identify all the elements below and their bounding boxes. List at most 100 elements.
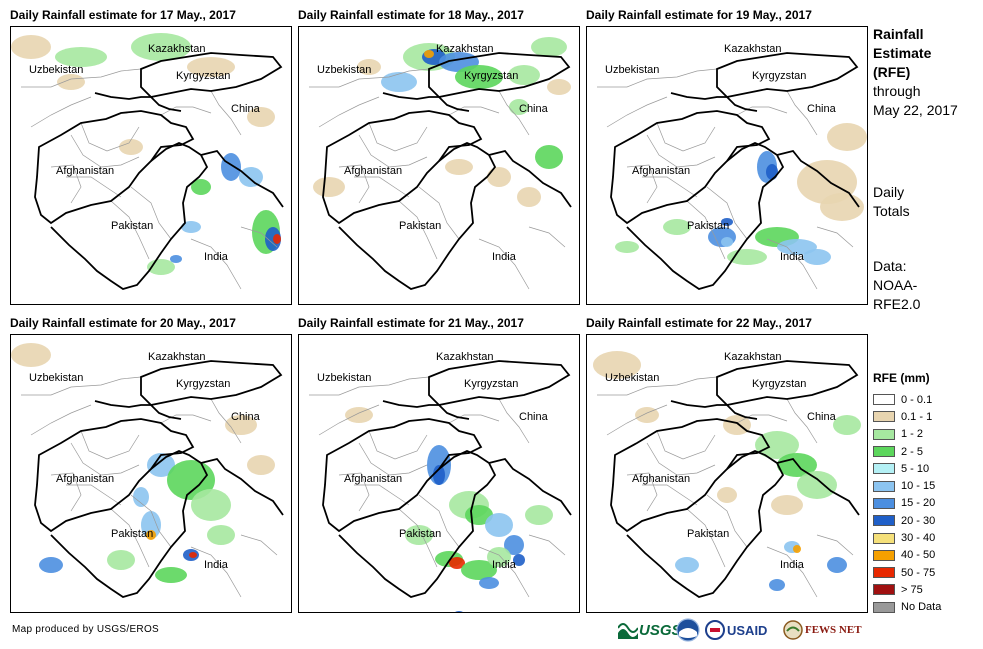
admin-boundary bbox=[240, 534, 278, 556]
noaa-emblem-icon bbox=[676, 618, 700, 642]
legend-item: 0.1 - 1 bbox=[873, 408, 941, 425]
rainfall-area bbox=[769, 579, 785, 591]
rainfall-map: Kazakhstan Uzbekistan Kyrgyzstan China Afgha… bbox=[586, 334, 868, 613]
country-label-india: India bbox=[204, 251, 228, 263]
country-label-pakistan: Pakistan bbox=[111, 220, 154, 232]
rainfall-area bbox=[509, 99, 529, 115]
legend-swatch bbox=[873, 497, 895, 509]
admin-boundary bbox=[190, 546, 242, 598]
rainfall-area bbox=[247, 455, 275, 475]
legend-heading: Rainfall Estimate (RFE) through May 22, … bbox=[873, 25, 983, 120]
rainfall-area bbox=[11, 35, 51, 59]
legend-item: No Data bbox=[873, 599, 941, 616]
admin-boundary bbox=[240, 226, 278, 248]
rainfall-area bbox=[777, 239, 817, 255]
rainfall-area bbox=[717, 487, 737, 503]
totals-line: Totals bbox=[873, 203, 910, 219]
legend-label: 10 - 15 bbox=[901, 480, 936, 493]
admin-boundary bbox=[110, 200, 150, 260]
rainfall-area bbox=[487, 167, 511, 187]
admin-boundary bbox=[656, 122, 716, 152]
admin-boundary bbox=[606, 96, 668, 128]
country-label-china: China bbox=[231, 411, 260, 423]
admin-boundary bbox=[80, 122, 140, 152]
admin-boundary bbox=[30, 96, 92, 128]
panel-title: Daily Rainfall estimate for 19 May., 201… bbox=[586, 8, 812, 22]
usaid-seal-icon bbox=[705, 620, 725, 640]
legend-item: 20 - 30 bbox=[873, 512, 941, 529]
rainfall-area bbox=[155, 567, 187, 583]
country-label-kazakhstan: Kazakhstan bbox=[436, 43, 494, 55]
admin-boundary bbox=[66, 176, 122, 198]
fewsnet-globe-icon bbox=[783, 620, 803, 640]
heading-estimate: Estimate bbox=[873, 45, 932, 61]
legend-item: 1 - 2 bbox=[873, 426, 941, 443]
legend-label: > 75 bbox=[901, 583, 923, 596]
country-boundary bbox=[140, 52, 283, 98]
legend-label: 0 - 0.1 bbox=[901, 393, 933, 406]
admin-boundary bbox=[354, 484, 410, 506]
country-label-kyrgyzstan: Kyrgyzstan bbox=[464, 70, 519, 82]
country-label-china: China bbox=[231, 103, 260, 115]
admin-boundary bbox=[528, 534, 566, 556]
country-label-uzbekistan: Uzbekistan bbox=[29, 64, 84, 76]
rainfall-area bbox=[424, 50, 434, 58]
rainfall-map: Kazakhstan Uzbekistan Kyrgyzstan China Afgha… bbox=[10, 334, 292, 613]
heading-rainfall: Rainfall bbox=[873, 26, 924, 42]
rainfall-area bbox=[221, 153, 241, 181]
country-boundary bbox=[626, 142, 785, 290]
admin-boundary bbox=[646, 134, 716, 168]
legend-item: > 75 bbox=[873, 581, 941, 598]
admin-boundary bbox=[626, 164, 658, 204]
country-label-kyrgyzstan: Kyrgyzstan bbox=[176, 378, 231, 390]
country-boundary bbox=[322, 418, 483, 533]
admin-boundary bbox=[30, 404, 92, 436]
legend-item: 30 - 40 bbox=[873, 529, 941, 546]
panel-title: Daily Rainfall estimate for 22 May., 201… bbox=[586, 316, 812, 330]
country-boundary bbox=[338, 142, 497, 290]
country-label-kyrgyzstan: Kyrgyzstan bbox=[752, 70, 807, 82]
rainfall-area bbox=[247, 107, 275, 127]
rainfall-area bbox=[517, 187, 541, 207]
rainfall-area bbox=[721, 237, 733, 247]
admin-boundary bbox=[210, 90, 242, 136]
admin-boundary bbox=[190, 238, 242, 290]
rainfall-area bbox=[11, 343, 51, 367]
admin-boundary bbox=[318, 96, 380, 128]
admin-boundary bbox=[498, 90, 530, 136]
country-label-pakistan: Pakistan bbox=[399, 528, 442, 540]
country-boundary bbox=[200, 149, 284, 208]
rainfall-area bbox=[755, 431, 799, 459]
admin-boundary bbox=[736, 414, 788, 424]
admin-boundary bbox=[478, 238, 530, 290]
country-boundary bbox=[716, 360, 859, 406]
rainfall-map: Kazakhstan Uzbekistan Kyrgyzstan China Afgha… bbox=[298, 26, 580, 305]
admin-boundary bbox=[606, 404, 668, 436]
country-label-pakistan: Pakistan bbox=[687, 528, 730, 540]
rainfall-area bbox=[381, 72, 417, 92]
admin-boundary bbox=[398, 508, 438, 568]
panel-title: Daily Rainfall estimate for 20 May., 201… bbox=[10, 316, 236, 330]
country-label-china: China bbox=[807, 411, 836, 423]
usaid-logo: USAID bbox=[705, 617, 767, 643]
legend-swatch bbox=[873, 480, 895, 492]
country-label-china: China bbox=[519, 103, 548, 115]
rainfall-area bbox=[827, 557, 847, 573]
admin-boundary bbox=[50, 472, 82, 512]
partner-logos: USGS USAID FEWS NET bbox=[618, 617, 862, 645]
map-graphic bbox=[309, 360, 572, 612]
legend-label: 30 - 40 bbox=[901, 532, 936, 545]
admin-boundary bbox=[766, 546, 818, 598]
noaa-line: NOAA- bbox=[873, 277, 918, 293]
rainfall-area bbox=[727, 249, 767, 265]
legend-swatch bbox=[873, 601, 895, 613]
rainfall-area bbox=[833, 415, 861, 435]
rainfall-area bbox=[525, 505, 553, 525]
country-boundary bbox=[610, 110, 771, 225]
admin-boundary bbox=[597, 376, 718, 396]
admin-boundary bbox=[656, 430, 716, 460]
rainfall-area bbox=[445, 159, 473, 175]
daily-line: Daily bbox=[873, 184, 905, 200]
rainfall-area bbox=[147, 453, 175, 477]
country-boundary bbox=[382, 400, 470, 420]
